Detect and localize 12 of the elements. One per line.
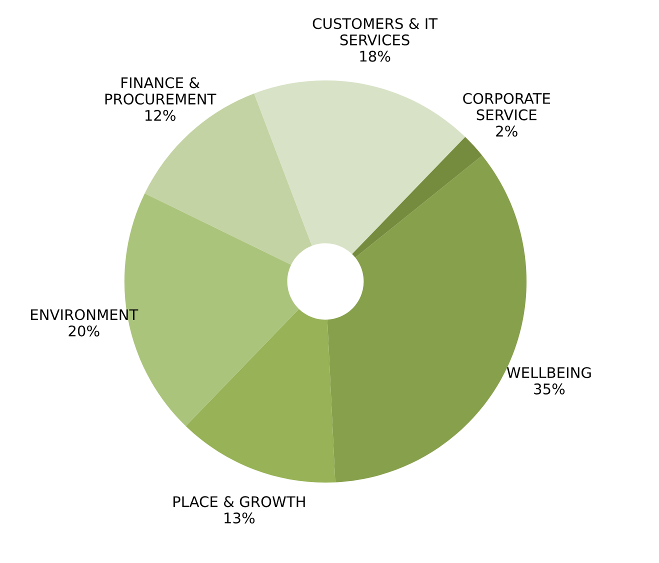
slice-label: FINANCE & PROCUREMENT <box>105 77 216 105</box>
data-label: 18% <box>360 50 390 62</box>
data-label: 13% <box>224 512 255 524</box>
slice-label: PLACE & GROWTH <box>173 496 305 508</box>
slice-label: CORPORATE SERVICE <box>463 92 550 120</box>
data-label: 12% <box>145 110 176 121</box>
data-label: 35% <box>534 383 565 394</box>
slice-label: ENVIRONMENT <box>31 309 138 320</box>
slice-label: WELLBEING <box>506 367 591 378</box>
data-label: 2% <box>496 126 518 137</box>
slice-label: CUSTOMERS & IT SERVICES <box>312 18 438 46</box>
data-label: 20% <box>68 325 100 336</box>
